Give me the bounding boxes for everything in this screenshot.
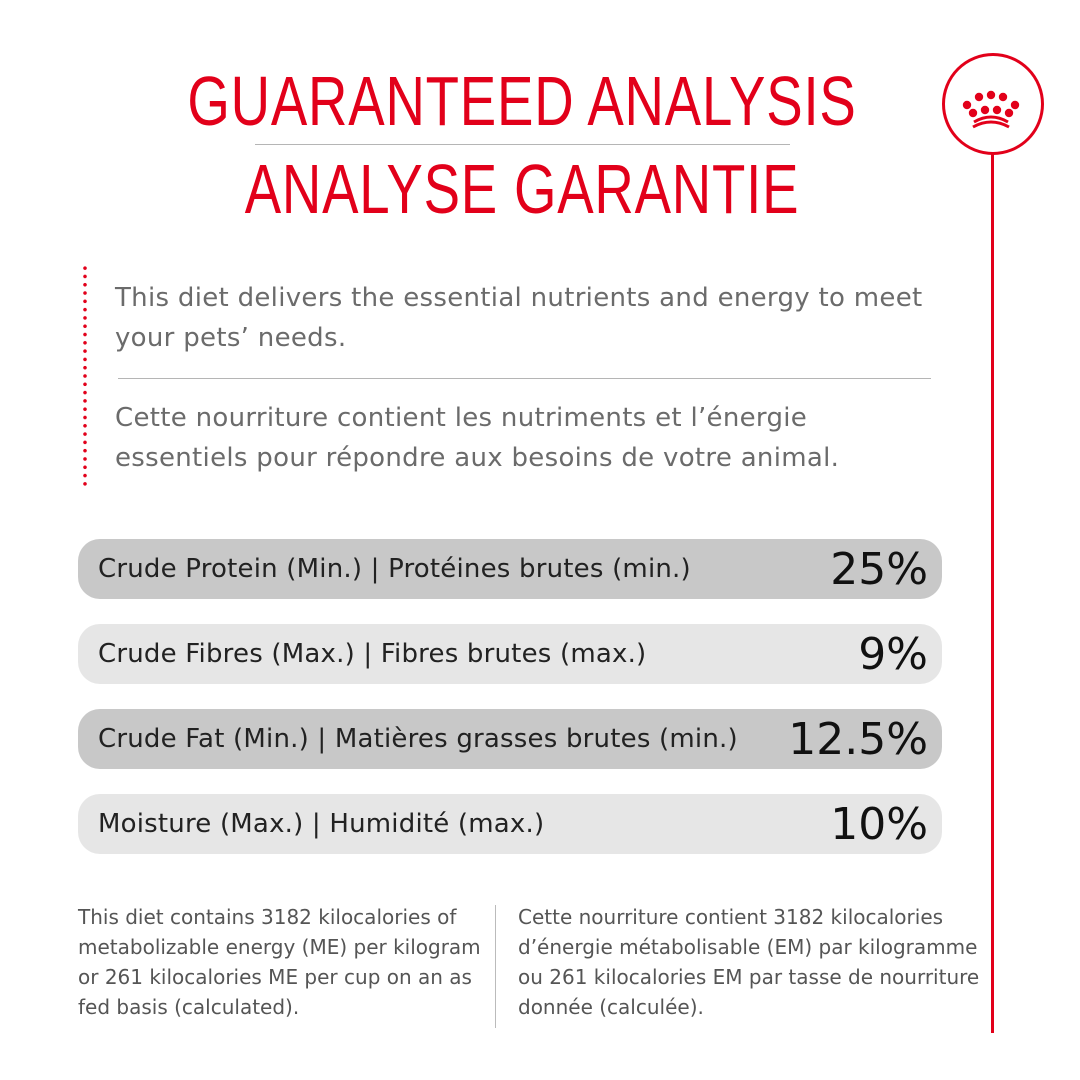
analysis-label: Moisture (Max.) | Humidité (max.) [98,809,545,839]
analysis-row-fibre: Crude Fibres (Max.) | Fibres brutes (max… [78,624,942,684]
analysis-row-protein: Crude Protein (Min.) | Protéines brutes … [78,539,942,599]
analysis-row-fat: Crude Fat (Min.) | Matières grasses brut… [78,709,942,769]
dotted-accent-line [83,264,87,490]
analysis-value: 9% [858,628,928,680]
analysis-value: 10% [830,798,928,850]
analysis-value: 25% [830,543,928,595]
title-english: GUARANTEED ANALYSIS [187,62,857,140]
calorie-note-french: Cette nourriture contient 3182 kilocalor… [518,905,980,1019]
intro-divider [118,378,931,379]
analysis-label: Crude Fat (Min.) | Matières grasses brut… [98,724,738,754]
analysis-label: Crude Fibres (Max.) | Fibres brutes (max… [98,639,647,669]
footer-divider [495,905,496,1028]
title-divider [255,144,790,145]
calorie-note-english: This diet contains 3182 kilocalories of … [78,905,481,1019]
analysis-row-moisture: Moisture (Max.) | Humidité (max.) 10% [78,794,942,854]
royal-canin-crown-icon [942,53,1044,155]
brand-vertical-line [991,153,994,1033]
analysis-label: Crude Protein (Min.) | Protéines brutes … [98,554,691,584]
intro-english: This diet delivers the essential nutrien… [115,283,923,353]
title-french: ANALYSE GARANTIE [244,150,800,228]
analysis-value: 12.5% [788,713,928,765]
intro-french: Cette nourriture contient les nutriments… [115,403,840,473]
